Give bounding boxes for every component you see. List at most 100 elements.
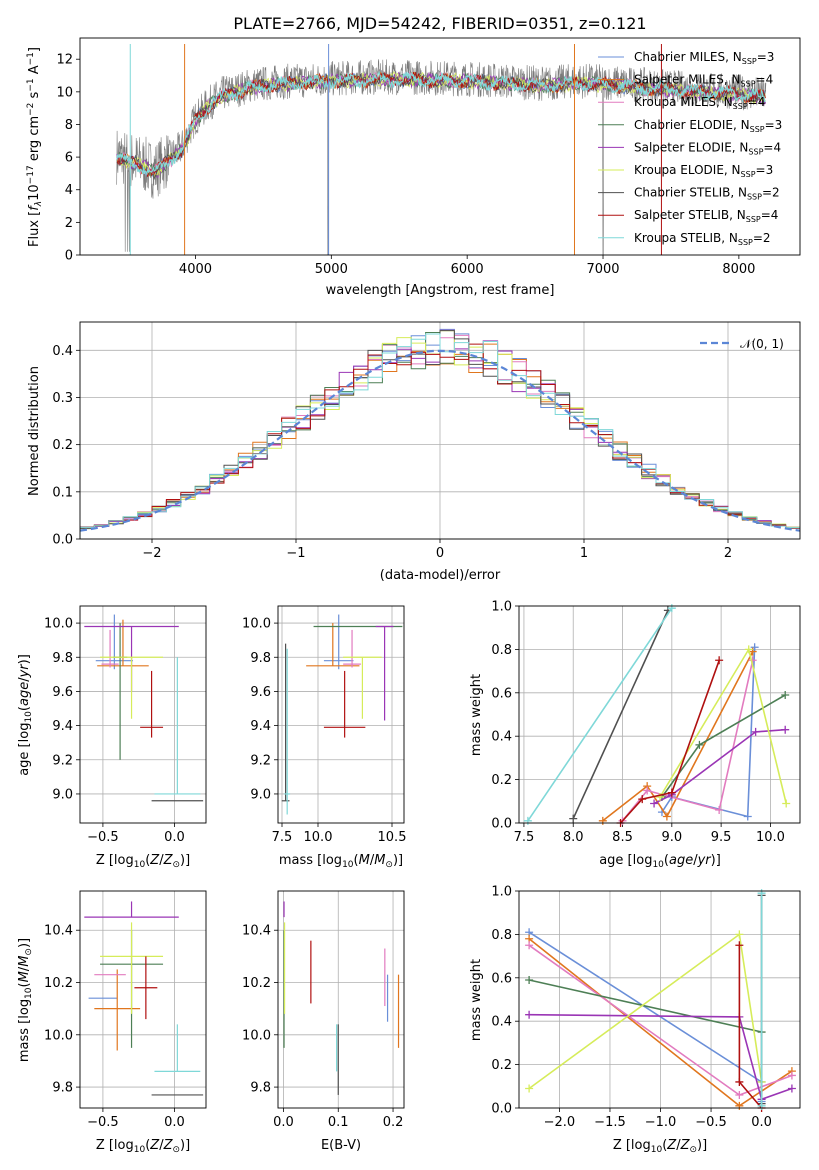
weight_vs_Z-marker xyxy=(525,941,534,950)
y-tick-label: 0.4 xyxy=(52,344,73,359)
y-tick-label: 0.2 xyxy=(491,1058,512,1073)
y-tick-label: 0.6 xyxy=(491,971,512,986)
weight-vs-Z-y-axis-label: mass weight xyxy=(469,959,484,1041)
weight_vs_age-marker xyxy=(715,656,724,665)
weight_vs_age-marker xyxy=(715,805,724,814)
weight_vs_Z-marker xyxy=(525,1010,534,1019)
mass_vs_ebv-frame xyxy=(277,890,405,1109)
y-tick-label: 0.3 xyxy=(52,391,73,406)
y-tick-label: 0.6 xyxy=(491,686,512,701)
x-tick-label: 0.0 xyxy=(164,1115,185,1130)
y-tick-label: 0.0 xyxy=(491,1102,512,1117)
legend-label: Kroupa ELODIE, NSSP=3 xyxy=(634,163,773,179)
weight_vs_Z-marker xyxy=(787,1071,796,1080)
x-tick-label: 10.0 xyxy=(304,830,333,845)
weight_vs_age-series-3 xyxy=(661,694,786,798)
legend-label: Chabrier MILES, NSSP=3 xyxy=(634,50,774,66)
legend-label: Salpeter MILES, NSSP=4 xyxy=(634,73,773,89)
weight_vs_age-marker xyxy=(662,812,671,821)
age_vs_mass-point-1 xyxy=(306,623,360,667)
age_vs_mass-point-7 xyxy=(323,670,366,738)
y-tick-label: 10.4 xyxy=(242,924,271,939)
x-tick-label: 8.5 xyxy=(612,830,633,845)
residual_histogram-axes: −2 −1 0 1 2 0.0 0.1 0.2 0.3 0.4 xyxy=(52,322,800,561)
weight_vs_age-series-8 xyxy=(527,607,673,822)
x-tick-label: 10.0 xyxy=(756,830,785,845)
legend-label: Chabrier STELIB, NSSP=2 xyxy=(634,186,780,202)
x-tick-label: 8000 xyxy=(722,262,755,277)
weight_vs_Z-series-4 xyxy=(529,1013,793,1101)
spectrum-x-axis-label: wavelength [Angstrom, rest frame] xyxy=(326,283,555,298)
y-tick-label: 0.2 xyxy=(52,438,73,453)
y-tick-label: 1.0 xyxy=(491,600,512,615)
x-tick-label: 1 xyxy=(580,546,588,561)
y-tick-label: 10.0 xyxy=(44,1028,73,1043)
weight_vs_age-frame xyxy=(518,605,801,824)
weight_vs_age-marker xyxy=(781,725,790,734)
weight_vs_Z-marker xyxy=(525,1084,534,1093)
y-tick-label: 8 xyxy=(65,118,73,133)
weight_vs_Z-marker xyxy=(525,975,534,984)
x-tick-label: 8.0 xyxy=(563,830,584,845)
weight_vs_Z-marker xyxy=(735,1090,744,1099)
legend-label: Kroupa MILES, NSSP=4 xyxy=(634,95,765,111)
mass_vs_Z-point-5 xyxy=(100,922,164,1014)
weight_vs_age-marker xyxy=(667,788,676,797)
weight_vs_Z-axes: −2.0 −1.5 −1.0 −0.5 0.0 0.0 0.2 0.4 0.6 0.8 1.0 xyxy=(491,885,800,1130)
x-tick-label: 2 xyxy=(724,546,732,561)
weight_vs_age-series-6 xyxy=(572,609,669,820)
y-tick-label: 9.4 xyxy=(52,719,73,734)
weight_vs_age-series-5 xyxy=(659,647,787,804)
weight_vs_age-marker xyxy=(643,786,652,795)
y-tick-label: 9.2 xyxy=(250,753,271,768)
x-tick-label: −0.5 xyxy=(87,1115,119,1130)
weight_vs_age-marker xyxy=(695,740,704,749)
x-tick-label: 7.5 xyxy=(514,830,535,845)
age_vs_mass-point-8 xyxy=(284,648,291,815)
y-tick-label: 0.0 xyxy=(52,533,73,548)
weight_vs_age-series-7 xyxy=(620,660,720,823)
age_vs_Z-point-0 xyxy=(95,614,133,670)
legend-label: Kroupa STELIB, NSSP=2 xyxy=(634,231,771,247)
spectrum-frame xyxy=(79,37,801,256)
age-vs-Z-x-axis-label: Z [log10(Z/Z⊙)] xyxy=(96,853,190,870)
weight_vs_age-marker xyxy=(751,727,760,736)
mass_vs_Z-point-1 xyxy=(94,969,141,1051)
mass_vs_Z-point-7 xyxy=(134,956,158,1020)
weight-vs-age-x-axis-label: age [log10(age/yr)] xyxy=(599,853,721,870)
mass_vs_Z-point-8 xyxy=(154,1024,201,1072)
weight_vs_age-axes: 7.5 8.0 8.5 9.0 9.5 10.0 0.0 0.2 0.4 0.6 0.8 1.0 xyxy=(491,600,800,845)
legend-label: Salpeter ELODIE, NSSP=4 xyxy=(634,140,781,156)
x-tick-label: 0.1 xyxy=(328,1115,349,1130)
residual-y-axis-label: Normed distribution xyxy=(27,366,42,496)
y-tick-label: 10.0 xyxy=(242,1028,271,1043)
y-tick-label: 0.2 xyxy=(491,773,512,788)
age_vs_mass-point-5 xyxy=(343,656,382,719)
age_vs_Z-axes: −0.5 0.0 9.0 9.2 9.4 9.6 9.8 10.0 xyxy=(44,606,206,845)
x-tick-label: −1.0 xyxy=(645,1115,677,1130)
weight_vs_Z-marker xyxy=(735,1077,744,1086)
y-tick-label: 9.4 xyxy=(250,719,271,734)
x-tick-label: 9.5 xyxy=(711,830,732,845)
mass_vs_Z-axes: −0.5 0.0 9.8 10.0 10.2 10.4 xyxy=(44,891,206,1130)
y-tick-label: 0.4 xyxy=(491,730,512,745)
weight_vs_Z-marker xyxy=(735,1101,744,1110)
y-tick-label: 0.4 xyxy=(491,1015,512,1030)
y-tick-label: 0.8 xyxy=(491,643,512,658)
weight_vs_age-marker xyxy=(743,812,752,821)
x-tick-label: −2.0 xyxy=(544,1115,576,1130)
weight_vs_Z-frame xyxy=(518,890,801,1109)
y-tick-label: 9.0 xyxy=(52,787,73,802)
weight_vs_age-marker xyxy=(750,643,759,652)
weight_vs_Z-marker xyxy=(757,1101,766,1110)
x-tick-label: 10.5 xyxy=(378,830,407,845)
weight_vs_age-series-2 xyxy=(621,660,754,822)
model-spectrum-8 xyxy=(116,70,766,176)
weight_vs_Z-marker xyxy=(735,930,744,939)
y-tick-label: 0.8 xyxy=(491,928,512,943)
weight_vs_age-marker xyxy=(598,816,607,825)
age-vs-mass-x-axis-label: mass [log10(M/M⊙)] xyxy=(279,853,403,870)
age_vs_mass-point-4 xyxy=(375,625,394,721)
mass-vs-Z-x-axis-label: Z [log10(Z/Z⊙)] xyxy=(96,1138,190,1155)
